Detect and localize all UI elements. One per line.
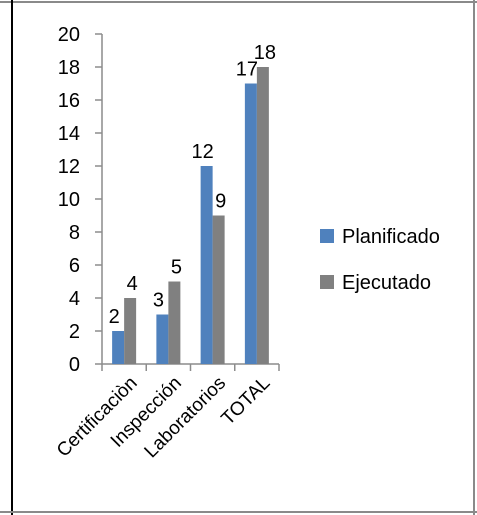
y-tick-label: 4 <box>69 288 80 310</box>
y-tick-label: 10 <box>58 189 80 211</box>
legend-label: Ejecutado <box>342 272 431 294</box>
bars <box>112 67 269 364</box>
x-category-label: TOTAL <box>217 373 274 430</box>
data-labels: 2 3 12 17 4 5 9 18 <box>109 42 276 328</box>
bar-ejecutado-1 <box>168 281 181 364</box>
y-axis: 0 2 4 6 8 10 12 14 16 18 20 <box>58 24 103 376</box>
bar-planificado-2 <box>200 166 213 364</box>
legend: Planificado Ejecutado <box>320 226 440 294</box>
y-tick-label: 14 <box>58 123 80 145</box>
data-label: 12 <box>192 141 214 163</box>
bar-ejecutado-3 <box>256 67 269 364</box>
y-tick-label: 16 <box>58 90 80 112</box>
data-label: 5 <box>171 257 182 279</box>
data-label: 9 <box>215 191 226 213</box>
bar-planificado-3 <box>244 83 257 364</box>
legend-label: Planificado <box>342 226 440 248</box>
y-tick-label: 6 <box>69 255 80 277</box>
legend-swatch-planificado <box>320 229 334 243</box>
y-tick-label: 12 <box>58 156 80 178</box>
data-label: 4 <box>127 273 138 295</box>
legend-swatch-ejecutado <box>320 275 334 289</box>
y-tick-label: 8 <box>69 222 80 244</box>
data-label: 3 <box>153 290 164 312</box>
y-tick-label: 0 <box>69 354 80 376</box>
bar-ejecutado-0 <box>124 298 137 364</box>
bar-ejecutado-2 <box>212 215 225 364</box>
data-label: 18 <box>254 42 276 64</box>
data-label: 17 <box>236 59 258 81</box>
y-tick-label: 2 <box>69 321 80 343</box>
y-tick-label: 18 <box>58 57 80 79</box>
y-tick-label: 20 <box>58 24 80 46</box>
bar-planificado-0 <box>112 331 125 364</box>
bar-planificado-1 <box>156 314 169 364</box>
data-label: 2 <box>109 306 120 328</box>
